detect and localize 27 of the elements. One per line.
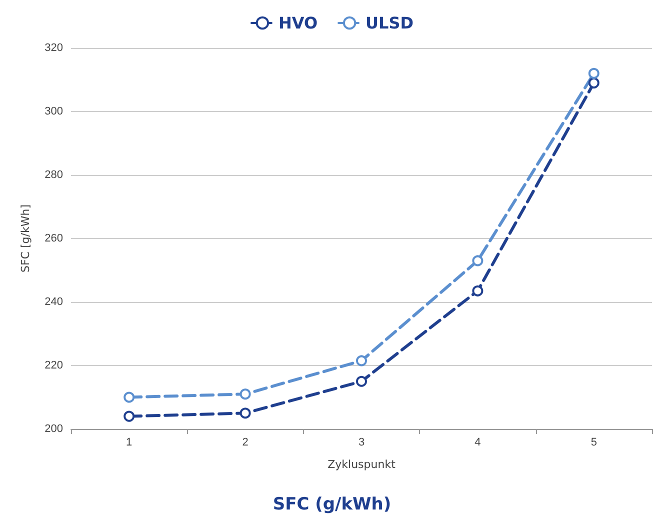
y-tick-label: 300	[44, 106, 63, 118]
x-tick-label: 2	[242, 436, 248, 448]
y-axis-title: SFC [g/kWh]	[19, 204, 32, 272]
point	[588, 68, 600, 79]
point	[240, 408, 251, 419]
x-axis-title: Zykluspunkt	[328, 458, 396, 471]
x-tick-label: 5	[590, 436, 597, 448]
text: SFC (g/kWh)	[272, 494, 392, 514]
point	[588, 77, 600, 88]
y-tick-label: 220	[44, 360, 63, 372]
point	[124, 392, 135, 403]
legend-label: ULSD	[366, 14, 414, 32]
point	[240, 388, 251, 400]
point	[124, 410, 135, 422]
x-tick-label: 4	[474, 436, 481, 448]
point	[356, 376, 367, 387]
x-tick-label: 1	[126, 436, 132, 448]
point	[356, 355, 367, 366]
y-tick-label: 280	[44, 169, 63, 181]
point	[472, 285, 484, 296]
y-tick-label: 260	[44, 232, 63, 244]
point	[472, 255, 484, 266]
y-tick-label: 240	[44, 296, 63, 308]
x-tick-label: 3	[358, 436, 365, 448]
legend-label: HVO	[278, 14, 318, 32]
y-tick-label: 320	[44, 42, 63, 54]
y-tick-label: 200	[44, 423, 63, 435]
